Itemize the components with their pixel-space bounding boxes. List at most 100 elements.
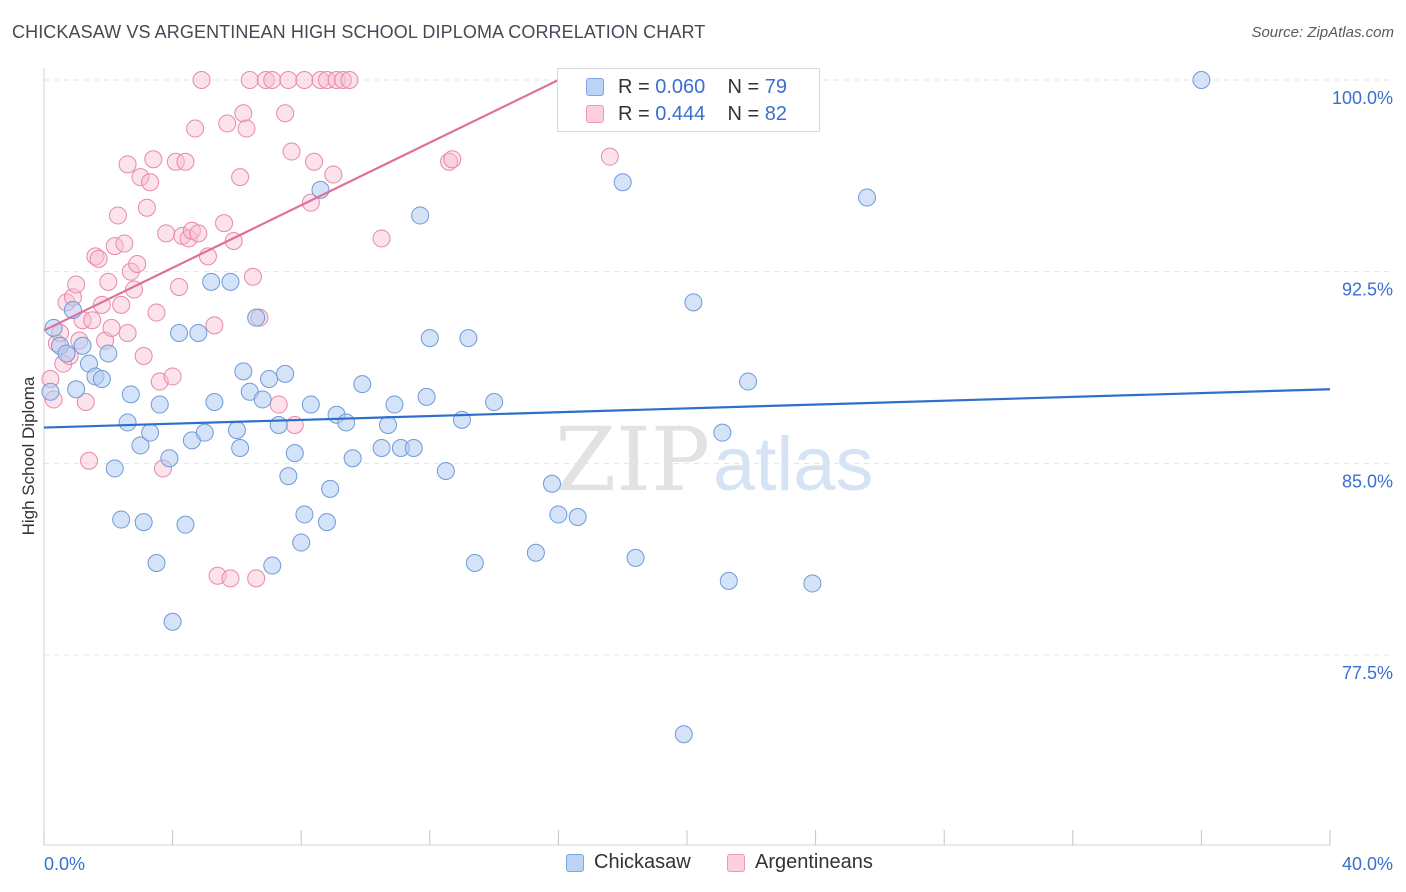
argentineans-point-52 <box>218 114 237 133</box>
chickasaw-point-34 <box>253 390 272 409</box>
argentineans-point-69 <box>295 71 314 89</box>
legend-r-label: R = <box>618 76 656 98</box>
chickasaw-point-10 <box>105 459 124 478</box>
chickasaw-point-43 <box>301 395 320 414</box>
y-tick-label-0: 77.5% <box>1342 663 1393 683</box>
x-tick-label-0: 0.0% <box>44 854 85 874</box>
watermark-atlas: atlas <box>713 422 874 507</box>
argentineans-point-56 <box>234 104 253 123</box>
chickasaw-point-17 <box>147 554 166 572</box>
legend-n-value: 82 <box>764 103 788 125</box>
chickasaw-point-11 <box>112 510 131 529</box>
argentineans-point-57 <box>237 119 256 138</box>
argentineans-point-8 <box>67 275 86 294</box>
argentineans-point-30 <box>134 347 153 365</box>
argentineans-point-53 <box>221 569 240 588</box>
argentineans-point-25 <box>118 324 137 342</box>
argentineans-point-65 <box>276 104 295 123</box>
argentineans-point-79 <box>440 152 459 171</box>
tick-labels: 77.5% 85.0% 92.5% 100.0% 0.0% 40.0% <box>44 88 1393 874</box>
argentineans-point-33 <box>144 150 163 169</box>
argentineans-point-77 <box>340 71 359 89</box>
chickasaw-point-66 <box>549 505 568 524</box>
chickasaw-point-67 <box>568 508 587 526</box>
chickasaw-point-5 <box>73 336 92 355</box>
argentineans-point-74 <box>324 165 343 184</box>
legend-r-value: 0.444 <box>655 103 706 125</box>
chickasaw-point-49 <box>343 449 362 468</box>
series-chickasaw <box>41 71 1211 744</box>
argentineans-point-59 <box>243 267 262 286</box>
y-tick-label-2: 92.5% <box>1342 280 1393 300</box>
bottom-legend-label-argentineans: Argentineans <box>755 851 873 873</box>
chickasaw-point-33 <box>247 308 266 327</box>
argentineans-point-22 <box>112 295 131 314</box>
chickasaw-point-9 <box>99 344 118 363</box>
argentineans-point-63 <box>263 71 282 89</box>
legend-n-label: N = <box>727 103 765 125</box>
argentineans-point-18 <box>99 272 118 291</box>
argentineans-point-76 <box>333 71 352 89</box>
chickasaw-point-46 <box>321 479 340 498</box>
argentineans-point-26 <box>121 262 140 281</box>
chickasaw-point-78 <box>41 382 60 401</box>
argentineans-point-19 <box>102 318 121 337</box>
chickasaw-point-25 <box>195 423 214 442</box>
chickasaw-point-42 <box>295 505 314 524</box>
argentineans-point-71 <box>305 152 324 171</box>
x-tick-label-1: 40.0% <box>1342 854 1393 874</box>
chickasaw-point-62 <box>465 554 484 572</box>
chickasaw-point-15 <box>134 513 153 532</box>
chickasaw-point-18 <box>150 395 169 414</box>
chickasaw-point-29 <box>227 421 246 440</box>
trend-lines <box>43 79 1331 429</box>
argentineans-point-37 <box>157 224 176 243</box>
bottom-legend-swatch-chickasaw <box>566 853 584 872</box>
argentineans-point-40 <box>170 278 189 296</box>
bottom-legend-label-chickasaw: Chickasaw <box>594 851 691 873</box>
y-tick-label-3: 100.0% <box>1332 88 1393 108</box>
chickasaw-point-53 <box>385 395 404 414</box>
argentineans-point-31 <box>137 198 156 217</box>
chickasaw-point-20 <box>163 612 182 631</box>
chickasaw-point-51 <box>372 439 391 457</box>
argentineans-point-49 <box>205 316 224 335</box>
argentineans-point-62 <box>256 71 275 89</box>
chickasaw-point-28 <box>221 272 240 291</box>
watermark: ZIP atlas <box>555 408 874 511</box>
chickasaw-point-61 <box>459 329 478 348</box>
argentineans-point-11 <box>76 393 95 411</box>
argentineans-point-73 <box>317 71 336 89</box>
chickasaw-point-37 <box>269 416 288 434</box>
chickasaw-point-52 <box>379 416 398 434</box>
argentineans-point-24 <box>118 155 137 174</box>
legend-row-argentineans: R = 0.444 N = 82 <box>558 100 819 128</box>
chickasaw-point-72 <box>719 571 738 590</box>
chickasaw-point-22 <box>176 515 195 534</box>
legend-swatch-chickasaw <box>586 78 604 96</box>
argentineans-point-38 <box>163 367 182 386</box>
argentineans-point-28 <box>128 255 147 273</box>
source-label: Source: ZipAtlas.com <box>1251 24 1394 41</box>
y-axis-label: High School Diploma <box>19 376 38 535</box>
argentineans-point-23 <box>115 234 134 253</box>
chickasaw-point-65 <box>542 474 561 493</box>
chickasaw-point-73 <box>739 372 758 391</box>
legend-text-chickasaw: R = 0.060 N = 79 <box>618 76 787 99</box>
legend-r-value: 0.060 <box>655 76 706 98</box>
chickasaw-point-70 <box>684 293 703 312</box>
legend-text-argentineans: R = 0.444 N = 82 <box>618 103 787 126</box>
chickasaw-point-16 <box>141 423 160 442</box>
chickasaw-point-26 <box>202 272 221 291</box>
chickasaw-point-4 <box>67 380 86 399</box>
argentineans-point-12 <box>80 451 99 470</box>
chickasaw-point-68 <box>613 173 632 192</box>
chickasaw-point-30 <box>231 439 250 457</box>
argentineans-point-39 <box>166 152 185 171</box>
legend-row-chickasaw: R = 0.060 N = 79 <box>558 73 819 101</box>
trend-line-chickasaw <box>43 388 1331 429</box>
argentineans-point-46 <box>189 224 208 243</box>
chickasaw-point-27 <box>205 393 224 411</box>
argentineans-point-75 <box>327 71 346 89</box>
chickasaw-point-55 <box>404 439 423 457</box>
